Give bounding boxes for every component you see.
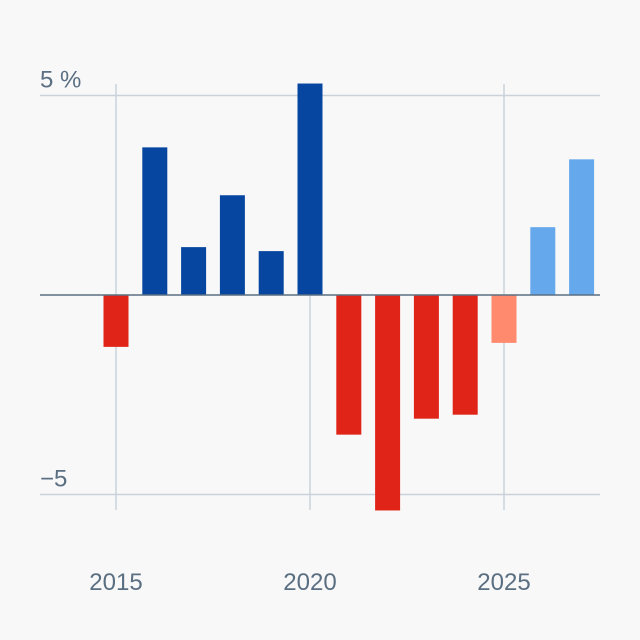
bar-2024 [452, 295, 478, 415]
bar-2026 [530, 227, 556, 295]
x-tick-label: 2020 [283, 569, 336, 596]
tick-labels: 5 % −5 2015 2020 2025 [40, 67, 531, 597]
x-tick-label: 2015 [89, 569, 142, 596]
y-tick-label: −5 [40, 466, 67, 493]
bars [103, 83, 595, 511]
bar-2021 [336, 295, 362, 435]
bar-2018 [219, 195, 245, 295]
bar-2017 [181, 247, 207, 295]
bar-2023 [413, 295, 439, 419]
y-tick-label: 5 % [40, 67, 81, 94]
bar-2022 [375, 295, 401, 511]
bar-2027 [569, 159, 595, 295]
bar-2015 [103, 295, 129, 347]
bar-2025 [491, 295, 517, 343]
bar-2020 [297, 83, 323, 295]
x-tick-label: 2025 [477, 569, 530, 596]
bar-2016 [142, 147, 168, 295]
bar-2019 [258, 251, 284, 295]
